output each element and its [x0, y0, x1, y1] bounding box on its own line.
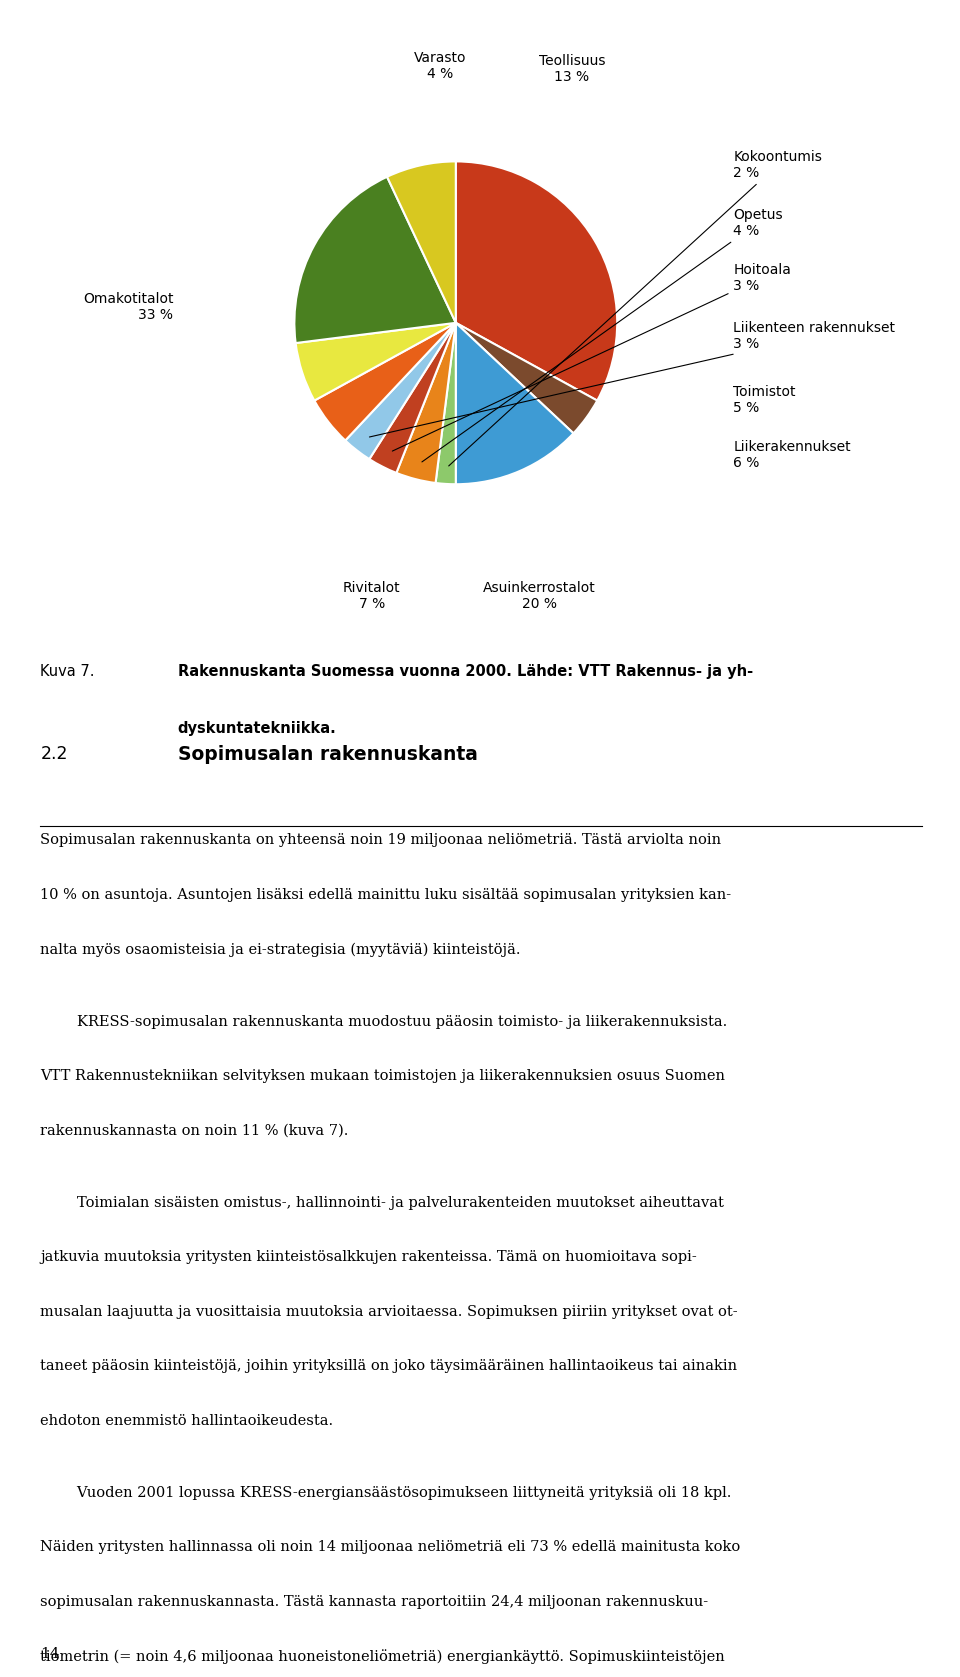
- Text: nalta myös osaomisteisia ja ei-strategisia (myytäviä) kiinteistöjä.: nalta myös osaomisteisia ja ei-strategis…: [40, 942, 521, 958]
- Text: 14: 14: [40, 1647, 60, 1660]
- Wedge shape: [456, 322, 597, 433]
- Wedge shape: [314, 322, 456, 441]
- Wedge shape: [295, 176, 456, 344]
- Text: rakennuskannasta on noin 11 % (kuva 7).: rakennuskannasta on noin 11 % (kuva 7).: [40, 1124, 348, 1137]
- Wedge shape: [296, 322, 456, 401]
- Text: Liikerakennukset
6 %: Liikerakennukset 6 %: [733, 439, 852, 470]
- Text: 10 % on asuntoja. Asuntojen lisäksi edellä mainittu luku sisältää sopimusalan yr: 10 % on asuntoja. Asuntojen lisäksi edel…: [40, 889, 732, 902]
- Text: Kuva 7.: Kuva 7.: [40, 664, 95, 679]
- Text: dyskuntatekniikka.: dyskuntatekniikka.: [178, 721, 336, 736]
- Text: Teollisuus
13 %: Teollisuus 13 %: [539, 54, 605, 84]
- Wedge shape: [436, 322, 456, 485]
- Text: jatkuvia muutoksia yritysten kiinteistösalkkujen rakenteissa. Tämä on huomioitav: jatkuvia muutoksia yritysten kiinteistös…: [40, 1251, 697, 1264]
- Text: Kokoontumis
2 %: Kokoontumis 2 %: [448, 149, 823, 466]
- Text: Sopimusalan rakennuskanta on yhteensä noin 19 miljoonaa neliömetriä. Tästä arvio: Sopimusalan rakennuskanta on yhteensä no…: [40, 833, 722, 847]
- Text: sopimusalan rakennuskannasta. Tästä kannasta raportoitiin 24,4 miljoonan rakennu: sopimusalan rakennuskannasta. Tästä kann…: [40, 1595, 708, 1608]
- Wedge shape: [387, 161, 456, 322]
- Text: Varasto
4 %: Varasto 4 %: [414, 50, 466, 80]
- Wedge shape: [346, 322, 456, 459]
- Text: 2.2: 2.2: [40, 745, 68, 763]
- Text: VTT Rakennustekniikan selvityksen mukaan toimistojen ja liikerakennuksien osuus : VTT Rakennustekniikan selvityksen mukaan…: [40, 1070, 726, 1083]
- Text: Omakotitalot
33 %: Omakotitalot 33 %: [83, 292, 174, 322]
- Text: Hoitoala
3 %: Hoitoala 3 %: [393, 263, 791, 451]
- Text: tiometrin (= noin 4,6 miljoonaa huoneistoneliömetriä) energiankäyttö. Sopimuski: tiometrin (= noin 4,6 miljoonaa huoneist…: [40, 1650, 725, 1664]
- Text: Rakennuskanta Suomessa vuonna 2000. Lähde: VTT Rakennus- ja yh-: Rakennuskanta Suomessa vuonna 2000. Lähd…: [178, 664, 753, 679]
- Text: Vuoden 2001 lopussa KRESS-energiansäästösopimukseen liittyneitä yrityksiä oli 18: Vuoden 2001 lopussa KRESS-energiansäästö…: [40, 1486, 732, 1499]
- Text: ehdoton enemmistö hallintaoikeudesta.: ehdoton enemmistö hallintaoikeudesta.: [40, 1414, 333, 1427]
- Wedge shape: [456, 161, 617, 401]
- Text: Opetus
4 %: Opetus 4 %: [422, 208, 783, 461]
- Text: Liikenteen rakennukset
3 %: Liikenteen rakennukset 3 %: [370, 320, 896, 438]
- Text: Rivitalot
7 %: Rivitalot 7 %: [343, 582, 400, 612]
- Wedge shape: [456, 322, 573, 485]
- Wedge shape: [396, 322, 456, 483]
- Text: Näiden yritysten hallinnassa oli noin 14 miljoonaa neliömetriä eli 73 % edellä m: Näiden yritysten hallinnassa oli noin 14…: [40, 1541, 740, 1555]
- Text: Sopimusalan rakennuskanta: Sopimusalan rakennuskanta: [178, 745, 477, 763]
- Wedge shape: [370, 322, 456, 473]
- Text: musalan laajuutta ja vuosittaisia muutoksia arvioitaessa. Sopimuksen piiriin yri: musalan laajuutta ja vuosittaisia muutok…: [40, 1305, 738, 1318]
- Text: taneet pääosin kiinteistöjä, joihin yrityksillä on joko täysimääräinen hallintao: taneet pääosin kiinteistöjä, joihin yrit…: [40, 1360, 737, 1373]
- Text: Toimialan sisäisten omistus-, hallinnointi- ja palvelurakenteiden muutokset aihe: Toimialan sisäisten omistus-, hallinnoin…: [40, 1196, 724, 1209]
- Text: Toimistot
5 %: Toimistot 5 %: [733, 386, 796, 416]
- Text: KRESS-sopimusalan rakennuskanta muodostuu pääosin toimisto- ja liikerakennuksist: KRESS-sopimusalan rakennuskanta muodostu…: [40, 1015, 728, 1028]
- Text: Asuinkerrostalot
20 %: Asuinkerrostalot 20 %: [483, 582, 596, 612]
